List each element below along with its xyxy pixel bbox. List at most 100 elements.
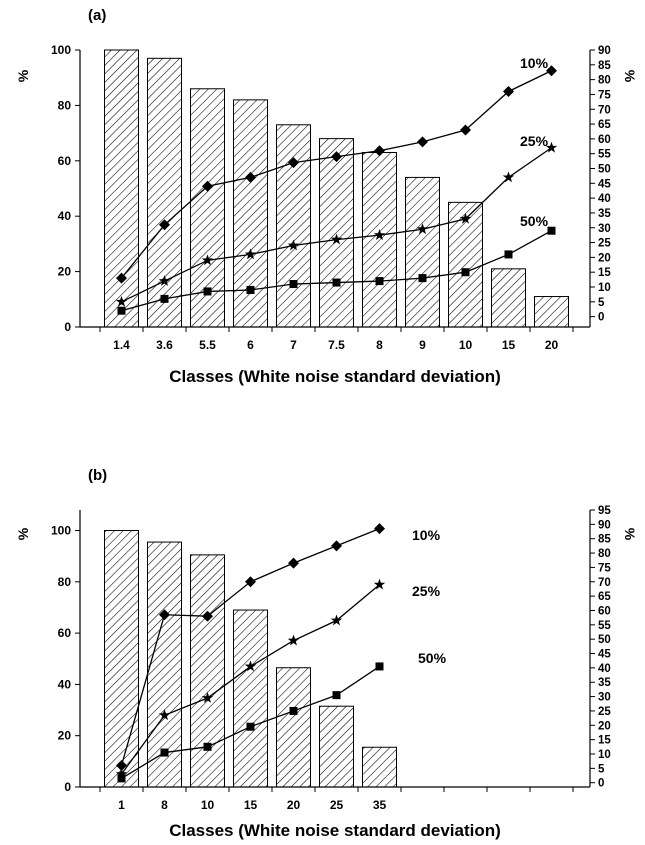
right-tick-label: 45 — [598, 649, 611, 661]
point-10%-15 — [503, 85, 514, 97]
x-tick-label: 20 — [287, 798, 301, 812]
bar-25 — [319, 705, 354, 788]
point-50%-3.6 — [160, 294, 169, 303]
bar-9 — [405, 176, 440, 328]
right-tick-label: 80 — [598, 548, 611, 560]
point-25%-25 — [330, 614, 343, 626]
point-10%-35 — [374, 523, 385, 535]
bar-5.5 — [190, 88, 225, 328]
right-tick-label: 65 — [598, 119, 611, 131]
series-label-10%: 10% — [520, 55, 549, 71]
right-tick-label: 45 — [598, 178, 611, 190]
point-50%-10 — [461, 268, 470, 277]
bar-10 — [190, 554, 225, 788]
point-10%-9 — [417, 136, 428, 148]
x-tick-label: 8 — [161, 798, 168, 812]
right-tick-label: 5 — [598, 763, 605, 775]
series-label-10%: 10% — [412, 527, 441, 543]
point-10%-3.6 — [159, 219, 170, 231]
x-tick-label: 1.4 — [113, 338, 130, 352]
right-tick-label: 50 — [598, 634, 611, 646]
x-tick-label: 25 — [330, 798, 344, 812]
point-50%-25 — [332, 691, 341, 700]
left-tick-label: 80 — [58, 575, 72, 589]
x-tick-label: 20 — [545, 338, 559, 352]
point-10%-6 — [245, 171, 256, 183]
point-10%-7.5 — [331, 151, 342, 163]
point-10%-10 — [460, 124, 471, 136]
series-label-25%: 25% — [520, 133, 549, 149]
x-tick-label: 6 — [247, 338, 254, 352]
point-10%-20 — [546, 65, 557, 77]
left-tick-label: 40 — [58, 209, 72, 223]
right-axis-unit: % — [622, 70, 638, 83]
point-50%-5.5 — [203, 287, 212, 296]
right-tick-label: 55 — [598, 620, 611, 632]
right-tick-label: 0 — [598, 778, 604, 790]
x-tick-label: 3.6 — [156, 338, 173, 352]
bar-7 — [276, 124, 311, 328]
right-tick-label: 35 — [598, 677, 611, 689]
left-tick-label: 0 — [64, 780, 71, 794]
bar-20 — [534, 296, 569, 328]
x-tick-label: 7 — [290, 338, 297, 352]
bar-15 — [233, 609, 268, 788]
x-axis-title: Classes (White noise standard deviation) — [169, 821, 501, 840]
right-tick-label: 30 — [598, 223, 611, 235]
point-25%-8 — [373, 229, 386, 241]
x-tick-label: 1 — [118, 798, 125, 812]
point-50%-1.4 — [117, 306, 126, 315]
bar-1.4 — [104, 49, 139, 328]
left-tick-label: 100 — [51, 524, 71, 538]
point-50%-7 — [289, 280, 298, 289]
right-tick-label: 75 — [598, 562, 611, 574]
point-25%-6 — [244, 248, 257, 260]
chart-panel-0: (a) 0 20 40 60 80 100 0 5 10 15 20 25 30 35 40 45 50 55 60 6… — [15, 7, 638, 386]
right-tick-label: 10 — [598, 749, 611, 761]
right-tick-label: 85 — [598, 60, 611, 72]
point-25%-7.5 — [330, 233, 343, 245]
series-label-50%: 50% — [520, 213, 549, 229]
right-tick-label: 60 — [598, 134, 611, 146]
point-25%-35 — [373, 578, 386, 590]
bar-8 — [147, 541, 182, 788]
panel-label: (b) — [88, 467, 107, 484]
point-25%-1.4 — [115, 295, 128, 307]
right-tick-label: 50 — [598, 164, 611, 176]
point-10%-25 — [331, 540, 342, 552]
x-axis-title: Classes (White noise standard deviation) — [169, 367, 501, 386]
x-tick-label: 10 — [459, 338, 473, 352]
x-tick-label: 9 — [419, 338, 426, 352]
chart-panel-1: (b) 0 20 40 60 80 100 0 5 10 15 20 25 30 35 40 45 50 55 60 6… — [15, 467, 638, 840]
right-tick-label: 10 — [598, 282, 611, 294]
right-tick-label: 70 — [598, 104, 611, 116]
right-tick-label: 70 — [598, 577, 611, 589]
x-tick-label: 15 — [244, 798, 258, 812]
point-50%-1 — [117, 774, 126, 783]
left-axis-unit: % — [15, 69, 31, 82]
point-25%-15 — [244, 660, 257, 672]
point-25%-20 — [287, 634, 300, 646]
point-50%-7.5 — [332, 278, 341, 287]
point-25%-3.6 — [158, 275, 171, 286]
right-tick-label: 55 — [598, 149, 611, 161]
right-tick-label: 5 — [598, 297, 605, 309]
left-axis-unit: % — [15, 527, 31, 540]
point-50%-35 — [375, 662, 384, 671]
point-50%-10 — [203, 742, 212, 751]
left-tick-label: 100 — [51, 43, 71, 57]
right-tick-label: 40 — [598, 193, 611, 205]
point-25%-10 — [201, 692, 214, 703]
series-label-25%: 25% — [412, 583, 441, 599]
point-25%-8 — [158, 709, 171, 721]
right-tick-label: 15 — [598, 267, 611, 279]
right-tick-label: 30 — [598, 692, 611, 704]
left-tick-label: 40 — [58, 677, 72, 691]
point-25%-15 — [502, 171, 515, 183]
point-50%-8 — [375, 277, 384, 286]
point-50%-15 — [504, 250, 513, 259]
right-tick-label: 35 — [598, 208, 611, 220]
bar-1 — [104, 530, 139, 788]
bar-7.5 — [319, 138, 354, 328]
point-25%-1 — [115, 768, 128, 779]
